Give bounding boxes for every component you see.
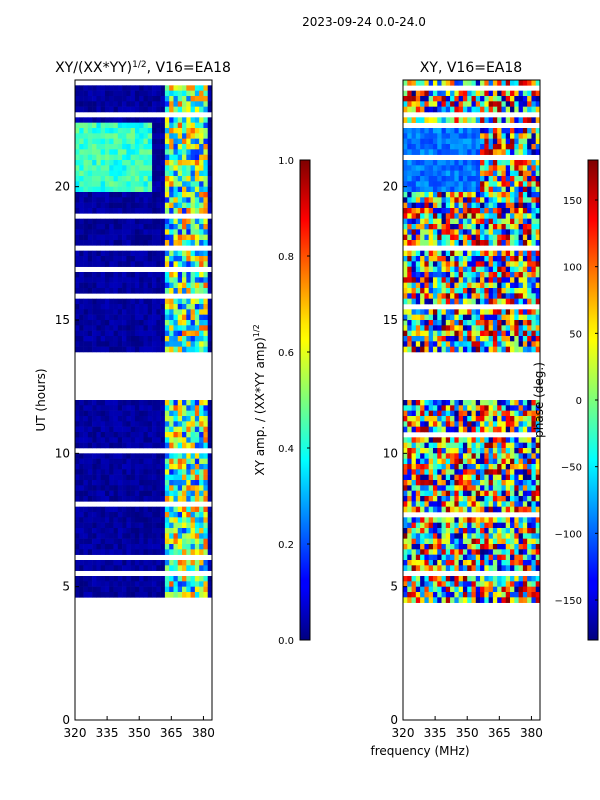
phase-colorbar-tick-label: 50 (569, 329, 582, 340)
phase-x-tick-label: 320 (392, 726, 415, 740)
amp-x-tick-label: 320 (64, 726, 87, 740)
amplitude-colorbar-tick-label: 0.2 (278, 540, 294, 551)
amplitude-panel: XY/(XX*YY)1/2, V16=EA18 320 335 350 365 380 0… (34, 60, 231, 740)
phase-panel-title: XY, V16=EA18 (420, 60, 522, 76)
amplitude-colorbar-tick-label: 0.0 (278, 636, 294, 647)
phase-y-tick-label: 10 (383, 446, 398, 460)
x-axis-label: frequency (MHz) (370, 744, 469, 758)
phase-heatmap (403, 80, 541, 603)
amp-y-tick-label: 15 (55, 313, 70, 327)
amp-x-tick-label: 350 (128, 726, 151, 740)
amp-y-tick-label: 20 (55, 180, 70, 194)
amplitude-colorbar: 0.0 0.2 0.4 0.6 0.8 1.0 XY amp. / (XX*YY amp)… (252, 156, 311, 647)
amp-y-tick-label: 0 (62, 713, 70, 727)
amplitude-colorbar-tick-label: 0.4 (278, 444, 294, 455)
amplitude-colorbar-tick-label: 0.8 (278, 252, 294, 263)
amplitude-panel-title: XY/(XX*YY)1/2, V16=EA18 (55, 60, 231, 76)
amplitude-axes-frame (74, 79, 213, 721)
phase-y-tick-label: 20 (383, 180, 398, 194)
amp-y-tick-label: 5 (62, 580, 70, 594)
amplitude-colorbar-tick-label: 0.6 (278, 348, 294, 359)
figure-suptitle: 2023-09-24 0.0-24.0 (302, 15, 426, 29)
phase-x-tick-label: 365 (488, 726, 511, 740)
phase-x-tick-label: 335 (424, 726, 447, 740)
amp-y-tick-label: 10 (55, 446, 70, 460)
amplitude-colorbar-bar (299, 159, 311, 641)
y-axis-label: UT (hours) (34, 368, 48, 431)
phase-y-tick-label: 5 (390, 580, 398, 594)
phase-colorbar-tick-label: −150 (555, 596, 582, 607)
phase-colorbar-tick-label: 150 (563, 196, 582, 207)
phase-panel: XY, V16=EA18 320 335 350 365 380 0 5 10 15 20 fre… (370, 60, 542, 758)
phase-colorbar: −150 −100 −50 0 50 100 150 phase (deg.) (532, 159, 599, 641)
amplitude-heatmap (75, 85, 213, 598)
phase-y-tick-label: 15 (383, 313, 398, 327)
amp-x-tick-label: 365 (160, 726, 183, 740)
phase-x-tick-label: 350 (456, 726, 479, 740)
amplitude-colorbar-label: XY amp. / (XX*YY amp)1/2 (252, 324, 267, 475)
phase-x-tick-label: 380 (520, 726, 543, 740)
phase-colorbar-tick-label: 0 (576, 396, 582, 407)
phase-axes-frame (402, 79, 541, 721)
amplitude-colorbar-tick-label: 1.0 (278, 156, 294, 167)
phase-colorbar-tick-label: 100 (563, 263, 582, 274)
phase-colorbar-tick-label: −100 (555, 529, 582, 540)
phase-y-tick-label: 0 (390, 713, 398, 727)
amp-x-tick-label: 335 (96, 726, 119, 740)
phase-colorbar-label: phase (deg.) (532, 362, 546, 438)
amp-x-tick-label: 380 (192, 726, 215, 740)
phase-colorbar-tick-label: −50 (561, 463, 582, 474)
